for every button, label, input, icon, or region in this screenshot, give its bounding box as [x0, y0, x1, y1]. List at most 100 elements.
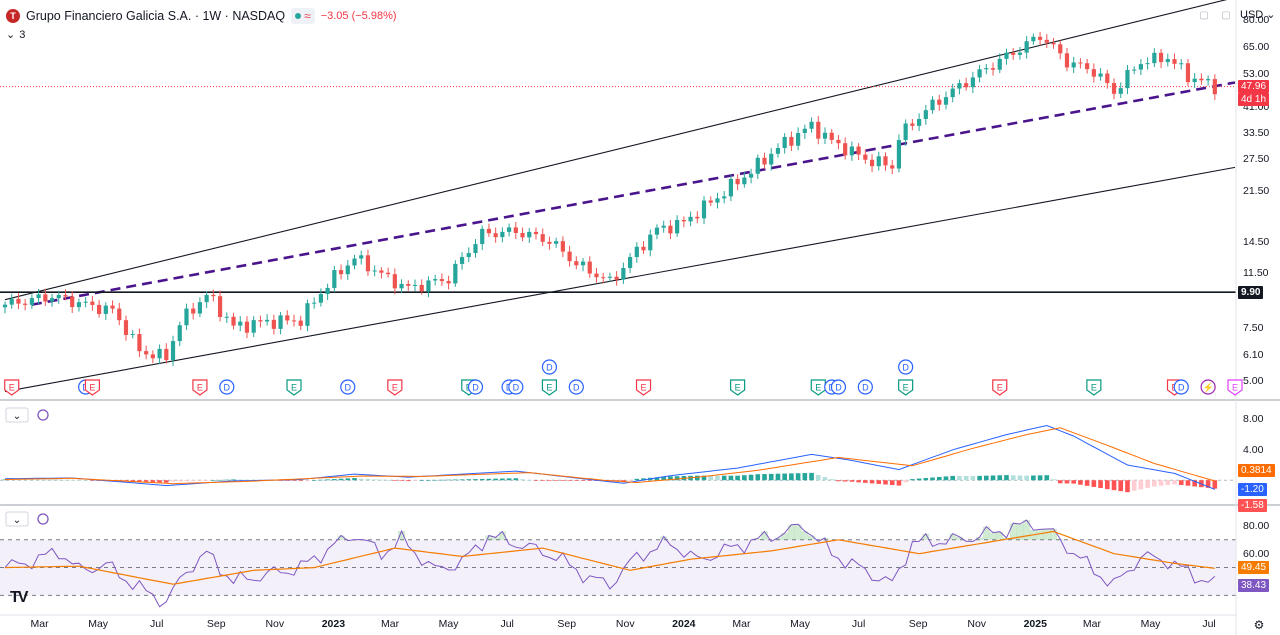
dividend-marker[interactable]: D [898, 359, 914, 375]
macd-histogram-bar [641, 478, 646, 481]
macd-histogram-bar [211, 480, 216, 481]
symbol-title[interactable]: Grupo Financiero Galicia S.A. · 1W · NAS… [26, 9, 286, 23]
dividend-marker[interactable]: D [508, 379, 524, 395]
svg-text:D: D [1178, 383, 1185, 393]
macd-histogram-bar [1064, 480, 1070, 484]
indicator-count: 3 [19, 28, 26, 41]
candle [1212, 74, 1217, 100]
macd-histogram-bar [130, 480, 136, 482]
currency-selector[interactable]: USD ⌄ [1240, 8, 1276, 21]
candle [312, 297, 317, 309]
earnings-marker[interactable]: E [810, 379, 826, 396]
candle [856, 143, 861, 161]
macd-histogram-bar [332, 479, 337, 481]
macd-histogram-bar [439, 479, 445, 481]
settings-icon[interactable]: ▢ [1221, 9, 1231, 21]
split-marker-icon[interactable]: ⚡ [1200, 379, 1216, 395]
dividend-marker[interactable]: D [568, 379, 584, 395]
macd-pane [0, 424, 1236, 493]
dividend-marker[interactable]: D [857, 379, 873, 395]
earnings-marker[interactable]: E [4, 379, 20, 396]
candle [735, 174, 740, 191]
earnings-marker[interactable]: E [541, 379, 558, 396]
settings-gear-icon[interactable]: ⚙ [1253, 618, 1265, 632]
time-tick-label: May [438, 618, 459, 630]
candle [399, 279, 404, 294]
candle [244, 316, 250, 339]
candle [204, 291, 209, 308]
candle [1017, 46, 1023, 60]
candle [305, 299, 310, 332]
dividend-marker[interactable]: D [340, 379, 356, 395]
candle [83, 296, 88, 308]
dividend-marker[interactable]: D [1173, 379, 1189, 395]
macd-histogram-bar [291, 480, 297, 481]
collapse-pane-button[interactable] [5, 407, 29, 423]
candle [1158, 49, 1164, 69]
macd-histogram-bar [856, 480, 861, 483]
dividend-marker[interactable]: D [830, 379, 847, 395]
price-tick-label: 80.00 [1243, 13, 1270, 26]
macd-histogram-bar [513, 478, 519, 481]
earnings-marker[interactable]: E [192, 379, 208, 396]
candle [332, 265, 337, 293]
candle [338, 264, 344, 280]
macd-histogram-bar [137, 480, 142, 482]
candle [896, 134, 902, 173]
candle [1152, 48, 1157, 68]
price-pane [0, 0, 1236, 393]
earnings-marker[interactable]: E [286, 379, 302, 396]
indicators-toggle[interactable]: ⌄ 3 [6, 28, 26, 42]
candle [594, 267, 599, 283]
earnings-marker[interactable]: E [992, 379, 1008, 396]
status-pill[interactable]: ≈ [291, 8, 315, 24]
dividend-marker[interactable]: D [467, 379, 484, 395]
macd-histogram-bar [190, 480, 196, 481]
overbought-fill [996, 531, 1004, 540]
earnings-marker[interactable]: E [1086, 379, 1102, 396]
macd-histogram-bar [345, 478, 351, 481]
macd-histogram-bar [533, 480, 539, 481]
earnings-marker[interactable]: E [1227, 379, 1243, 396]
candle [137, 328, 142, 358]
time-tick-label: Sep [908, 618, 928, 630]
candle [473, 239, 478, 258]
earnings-marker[interactable]: E [898, 379, 914, 396]
candle [103, 302, 108, 320]
candle [43, 288, 48, 306]
wave-icon: ≈ [304, 9, 311, 23]
earnings-marker[interactable]: E [84, 379, 100, 396]
candle [580, 258, 586, 272]
candle [903, 119, 908, 146]
collapse-pane-button[interactable] [5, 511, 29, 527]
earnings-marker[interactable]: E [730, 379, 746, 396]
svg-text:E: E [546, 383, 552, 393]
candle [238, 316, 243, 332]
candle [1044, 34, 1049, 48]
earnings-marker[interactable]: E [635, 379, 652, 396]
overbought-fill [498, 531, 506, 540]
dividend-marker[interactable]: D [219, 379, 235, 395]
candle [654, 224, 660, 240]
macd-histogram-bar [540, 480, 546, 481]
macd-histogram-bar [1145, 480, 1150, 488]
candle [675, 215, 680, 237]
candle [890, 159, 895, 175]
overbought-fill [754, 538, 762, 540]
macd-histogram-bar [997, 475, 1003, 481]
refresh-icon[interactable] [37, 513, 49, 525]
lock-icon[interactable]: ▢ [1199, 9, 1209, 21]
candle [634, 242, 639, 263]
earnings-marker[interactable]: E [387, 379, 403, 396]
candle [278, 312, 283, 335]
dividend-marker[interactable]: D [541, 359, 558, 375]
candle [486, 223, 492, 237]
macd-histogram-bar [49, 479, 55, 481]
time-tick-label: May [1140, 618, 1161, 630]
candle [36, 288, 41, 305]
macd-histogram-bar [43, 479, 48, 481]
candle [386, 267, 391, 278]
refresh-icon[interactable] [37, 409, 49, 421]
macd-histogram-bar [231, 479, 236, 481]
